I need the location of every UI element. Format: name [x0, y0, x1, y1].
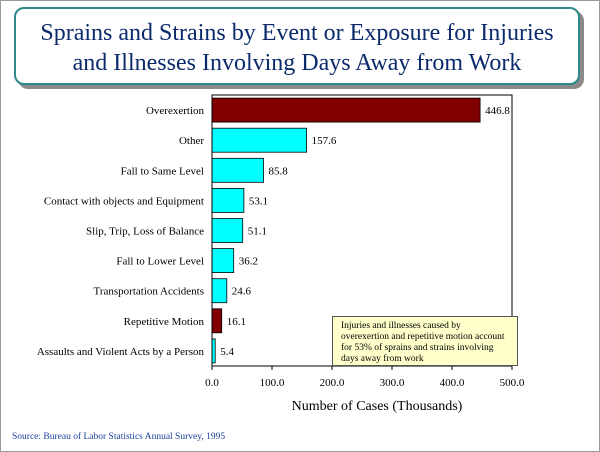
bar-other [211, 127, 307, 153]
bar-overexertion [211, 97, 481, 123]
category-label-fall-to-lower-level: Fall to Lower Level [116, 256, 204, 268]
category-label-transportation-accidents: Transportation Accidents [94, 286, 205, 298]
bar-fall-to-same-level [211, 157, 264, 183]
x-axis-title: Number of Cases (Thousands) [292, 399, 463, 414]
bar-contact-with-objects-and-equipment [211, 187, 245, 213]
value-label-transportation-accidents: 24.6 [232, 286, 252, 298]
category-label-overexertion: Overexertion [146, 105, 205, 117]
value-label-slip-trip-loss-of-balance: 51.1 [248, 226, 267, 238]
category-label-repetitive-motion: Repetitive Motion [124, 316, 205, 328]
chart-title-line-1: Sprains and Strains by Event or Exposure… [40, 20, 554, 46]
x-tick-label: 200.0 [320, 377, 345, 389]
category-label-assaults-and-violent-acts-by-a-person: Assaults and Violent Acts by a Person [37, 346, 205, 358]
labels-layer: Overexertion 446.8 Other 157.6 Fall to Same … [37, 105, 511, 358]
category-label-other: Other [179, 135, 204, 147]
value-label-overexertion: 446.8 [485, 105, 510, 117]
bar-slip-trip-loss-of-balance [211, 218, 244, 243]
value-label-fall-to-same-level: 85.8 [269, 165, 289, 177]
x-tick-label: 0.0 [205, 377, 219, 389]
annotation-note: Injuries and illnesses caused by overexe… [332, 316, 518, 366]
x-axis: 0.0 100.0 200.0 300.0 400.0 500.0 [205, 366, 525, 389]
chart-title: Sprains and Strains by Event or Exposure… [14, 7, 580, 85]
bar-fall-to-lower-level [211, 248, 235, 274]
category-label-contact-with-objects-and-equipment: Contact with objects and Equipment [44, 195, 204, 207]
value-label-other: 157.6 [312, 135, 337, 147]
value-label-contact-with-objects-and-equipment: 53.1 [249, 195, 268, 207]
bars-layer [211, 97, 481, 364]
x-tick-label: 500.0 [500, 377, 525, 389]
x-tick-label: 400.0 [440, 377, 465, 389]
value-label-assaults-and-violent-acts-by-a-person: 5.4 [220, 346, 234, 358]
source-credit: Source: Bureau of Labor Statistics Annua… [12, 432, 226, 442]
category-label-fall-to-same-level: Fall to Same Level [121, 165, 204, 177]
chart-title-line-2: and Illnesses Involving Days Away from W… [72, 50, 522, 76]
value-label-repetitive-motion: 16.1 [227, 316, 246, 328]
bar-transportation-accidents [211, 278, 228, 304]
x-tick-label: 100.0 [260, 377, 285, 389]
x-tick-label: 300.0 [380, 377, 405, 389]
plot-area-border [211, 94, 513, 367]
value-label-fall-to-lower-level: 36.2 [239, 256, 258, 268]
category-label-slip-trip-loss-of-balance: Slip, Trip, Loss of Balance [86, 226, 204, 238]
bar-repetitive-motion [211, 308, 223, 334]
